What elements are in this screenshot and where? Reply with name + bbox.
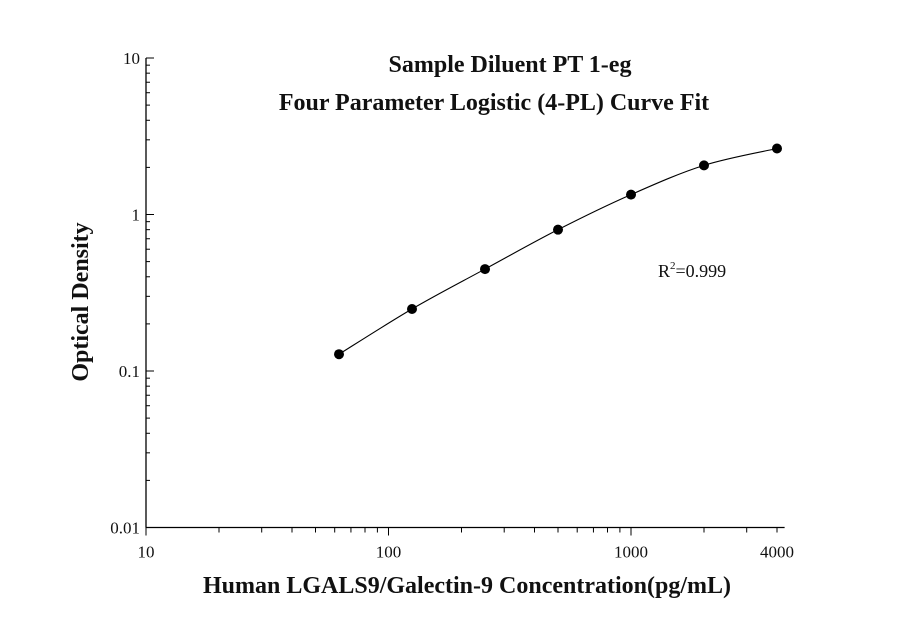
x-axis-label: Human LGALS9/Galectin-9 Concentration(pg… [203, 573, 731, 599]
data-point [626, 189, 636, 200]
y-axis-label: Optical Density [68, 222, 94, 381]
chart-title-line-1: Sample Diluent PT 1-eg [389, 52, 632, 78]
x-tick-label: 1000 [614, 543, 648, 562]
r-base: R [658, 261, 670, 281]
y-tick-label: 0.01 [110, 519, 140, 538]
data-point [771, 143, 782, 154]
y-tick-label: 10 [123, 49, 140, 68]
data-point [698, 160, 709, 171]
data-point [334, 349, 345, 360]
x-tick-label: 4000 [760, 543, 794, 562]
r-sup: 2 [670, 260, 676, 272]
data-point [553, 224, 564, 235]
y-tick-label: 1 [132, 206, 141, 225]
r-rest: =0.999 [676, 261, 727, 281]
data-point [480, 264, 491, 275]
axes [145, 57, 785, 536]
x-tick-label: 100 [376, 543, 402, 562]
fit-curve [338, 147, 778, 355]
chart-title-line-2: Four Parameter Logistic (4-PL) Curve Fit [279, 90, 709, 116]
r-squared-annotation: R2=0.999 [658, 260, 726, 281]
x-tick-label: 10 [138, 543, 155, 562]
data-point [407, 303, 418, 314]
y-tick-label: 0.1 [119, 362, 140, 381]
